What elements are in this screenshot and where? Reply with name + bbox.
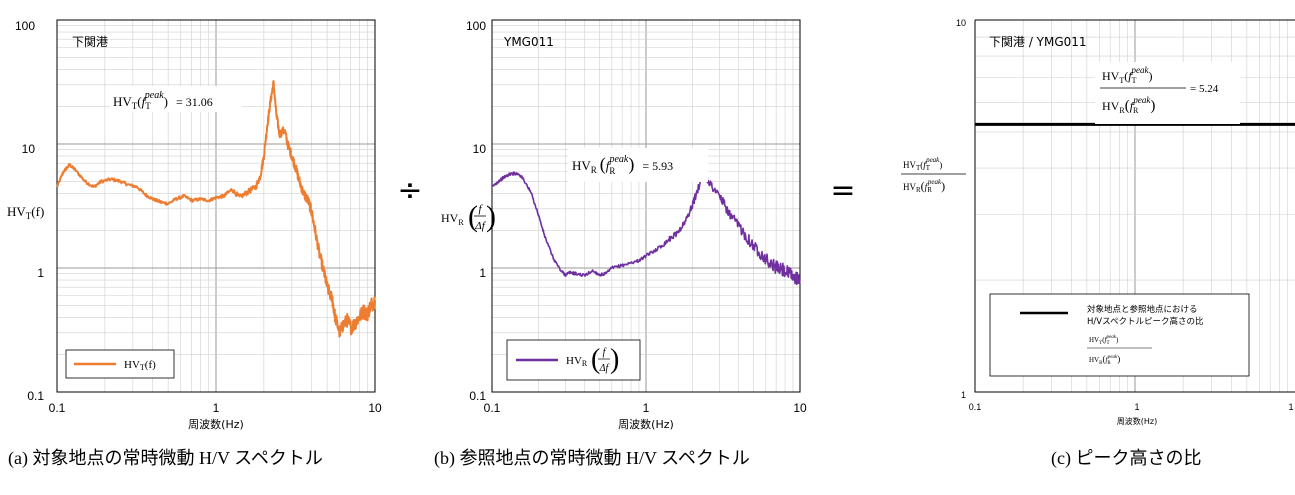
chart-b-xlabel: 周波数(Hz) [618, 418, 674, 431]
svg-text:Δf: Δf [599, 363, 610, 374]
chart-a-peak-annotation: HVT(fTpeak) = 31.06 [110, 86, 242, 112]
chart-a-series-line [56, 80, 376, 338]
svg-text:HVR(fRpeak)= 5.93: HVR (fRpeak) = 5.93 [572, 154, 673, 176]
caption-c: (c) ピーク高さの比 [1051, 448, 1202, 468]
chart-c-xlabel: 周波数(Hz) [1117, 416, 1157, 426]
chart-c-ytick-1: 1 [961, 390, 966, 400]
chart-c-site-label: 下関港 / YMG011 [989, 35, 1087, 49]
chart-b-frame [491, 19, 801, 393]
chart-b-ytick-100: 100 [466, 19, 486, 33]
figure-canvas: 下関港 HVT(fTpeak) = 31.06 HVT(f) HVT(f) 100… [4, 18, 1295, 431]
chart-a-ytick-10: 10 [22, 142, 36, 156]
chart-b-ylabel: HVR ( ) f Δf [438, 196, 496, 238]
equals-operator: = [830, 173, 855, 208]
svg-text:(: ( [468, 200, 478, 233]
svg-text:Δf: Δf [474, 220, 486, 232]
chart-b-ytick-10: 10 [473, 142, 487, 156]
chart-c-ylabel: HVT(fTpeak) HVR(fRpeak) [901, 156, 966, 194]
svg-text:HVR: HVR [566, 355, 588, 368]
svg-text:対象地点と参照地点における: 対象地点と参照地点における [1087, 304, 1198, 315]
chart-a-ytick-1: 1 [37, 266, 44, 280]
chart-c-legend: 対象地点と参照地点における H/Vスペクトルピーク高さの比 HVT(fTpeak… [989, 293, 1250, 377]
chart-a-ytick-0.1: 0.1 [27, 389, 44, 403]
chart-a-xtick-1: 1 [213, 401, 220, 415]
chart-a-grid [57, 20, 375, 392]
divide-operator: ÷ [397, 173, 422, 208]
chart-a-xlabel: 周波数(Hz) [188, 418, 244, 431]
chart-b-xtick-1: 1 [643, 401, 650, 415]
svg-text:f: f [478, 203, 483, 215]
chart-c-xtick-0.1: 0.1 [969, 402, 982, 412]
svg-text:HVT(fTpeak): HVT(fTpeak) [903, 156, 942, 172]
svg-text:(: ( [591, 344, 600, 375]
svg-text:HVR: HVR [441, 211, 464, 227]
chart-b-peak-annotation: HVR (fRpeak) = 5.93 [568, 148, 708, 182]
svg-text:= 5.24: = 5.24 [1190, 83, 1219, 95]
chart-a-xtick-10: 10 [368, 401, 382, 415]
svg-text:): ) [610, 344, 619, 375]
caption-b: (b) 参照地点の常時微動 H/V スペクトル [434, 448, 750, 468]
chart-b-xtick-10: 10 [793, 401, 807, 415]
svg-text:HVT(f): HVT(f) [124, 359, 156, 372]
chart-b-legend: HVR ( ) f Δf [506, 339, 641, 381]
chart-b-site-label: YMG011 [503, 35, 554, 49]
svg-text:H/Vスペクトルピーク高さの比: H/Vスペクトルピーク高さの比 [1087, 316, 1203, 327]
chart-a: 下関港 HVT(fTpeak) = 31.06 HVT(f) HVT(f) 100… [4, 19, 382, 431]
chart-c-ytick-10: 10 [956, 18, 966, 28]
chart-c-xtick-1: 1 [1134, 402, 1139, 412]
chart-b-grid [492, 20, 800, 392]
chart-c-frame [974, 19, 1295, 393]
chart-b-series-line [491, 168, 801, 286]
chart-a-xtick-0.1: 0.1 [49, 401, 66, 415]
svg-text:HVT(f): HVT(f) [7, 204, 44, 221]
svg-text:HVT(fTpeak)= 31.06: HVT(fTpeak) = 31.06 [113, 90, 213, 111]
chart-a-ytick-100: 100 [15, 19, 35, 33]
chart-a-legend: HVT(f) [65, 349, 175, 379]
chart-c-xtick-10: 1 [1288, 402, 1293, 412]
svg-text:HVR(fRpeak): HVR(fRpeak) [903, 178, 945, 194]
svg-text:HVT(fTpeak): HVT(fTpeak) [1089, 335, 1119, 346]
chart-a-ylabel: HVT(f) [4, 198, 54, 222]
chart-b: YMG011 HVR (fRpeak) = 5.93 HVR ( ) f Δf HV… [438, 19, 807, 431]
svg-text:): ) [486, 200, 496, 233]
chart-a-site-label: 下関港 [72, 35, 108, 49]
chart-a-frame [56, 19, 376, 393]
chart-b-ytick-1: 1 [479, 266, 486, 280]
chart-c: 下関港 / YMG011 HVT(fTpeak) HVR(fRpeak) = 5… [901, 18, 1295, 426]
chart-b-ytick-0.1: 0.1 [469, 389, 486, 403]
svg-text:f: f [603, 347, 607, 358]
chart-c-ratio-annotation: HVT(fTpeak) HVR(fRpeak) = 5.24 [1095, 62, 1240, 124]
chart-b-xtick-0.1: 0.1 [484, 401, 501, 415]
caption-a: (a) 対象地点の常時微動 H/V スペクトル [8, 448, 323, 468]
